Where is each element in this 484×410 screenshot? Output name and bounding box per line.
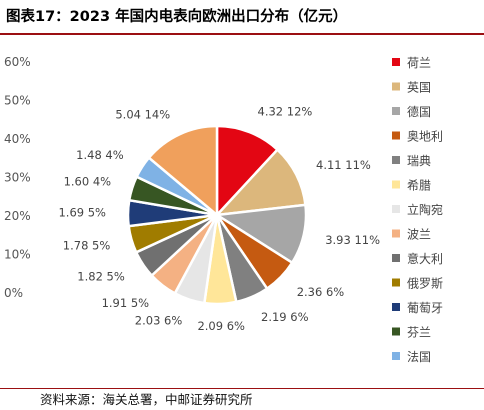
legend-label: 荷兰 bbox=[407, 56, 431, 70]
data-label: 1.82 5% bbox=[77, 270, 125, 284]
legend-label: 立陶宛 bbox=[407, 202, 443, 217]
data-label: 2.03 6% bbox=[135, 313, 183, 327]
legend-swatch bbox=[392, 156, 400, 164]
y-tick-label: 20% bbox=[4, 209, 31, 223]
pie-slices bbox=[126, 124, 308, 306]
legend-swatch bbox=[392, 205, 400, 213]
legend-swatch bbox=[392, 180, 400, 189]
legend-label: 德国 bbox=[407, 104, 431, 119]
legend-swatch bbox=[392, 58, 400, 66]
y-tick-label: 10% bbox=[4, 248, 31, 262]
footer-divider bbox=[0, 388, 484, 389]
legend-label: 俄罗斯 bbox=[407, 277, 443, 291]
data-label: 5.04 14% bbox=[115, 107, 170, 121]
legend-swatch bbox=[392, 82, 400, 91]
pie-slice bbox=[147, 124, 219, 218]
title-divider bbox=[0, 33, 484, 35]
data-label: 1.60 4% bbox=[64, 175, 112, 189]
pie-chart: 60% 50% 40% 30% 20% 10% 0% 4.32 12% 4.11 11% 3.9… bbox=[4, 55, 443, 364]
data-label: 4.11 11% bbox=[316, 158, 371, 172]
legend-swatch bbox=[392, 327, 400, 336]
data-label: 2.36 6% bbox=[297, 285, 345, 299]
data-labels: 4.32 12% 4.11 11% 3.93 11% 2.36 6% 2.19 6% 2.… bbox=[58, 105, 380, 333]
legend-label: 希腊 bbox=[407, 178, 431, 193]
source-note: 资料来源：海关总署，中邮证券研究所 bbox=[40, 392, 253, 407]
data-label: 1.69 5% bbox=[58, 206, 106, 220]
legend-label: 芬兰 bbox=[407, 326, 431, 340]
data-label: 1.48 4% bbox=[76, 148, 124, 162]
legend-label: 法国 bbox=[407, 350, 431, 364]
legend-label: 瑞典 bbox=[407, 154, 431, 168]
legend-label: 意大利 bbox=[407, 251, 443, 266]
data-label: 3.93 11% bbox=[325, 233, 380, 247]
data-label: 2.09 6% bbox=[197, 319, 245, 333]
y-tick-label: 0% bbox=[4, 286, 23, 300]
data-label: 2.19 6% bbox=[261, 310, 309, 324]
legend-swatch bbox=[392, 303, 400, 311]
legend-swatch bbox=[392, 278, 400, 287]
y-axis-ticks: 60% 50% 40% 30% 20% 10% 0% bbox=[4, 55, 31, 300]
y-tick-label: 60% bbox=[4, 55, 31, 69]
chart-title: 图表17：2023 年国内电表向欧洲出口分布（亿元） bbox=[6, 9, 348, 25]
legend-swatch bbox=[392, 352, 400, 360]
legend-label: 英国 bbox=[407, 81, 431, 95]
y-tick-label: 50% bbox=[4, 94, 31, 108]
pie-slice bbox=[215, 124, 280, 219]
legend-label: 奥地利 bbox=[407, 130, 443, 144]
legend-swatch bbox=[392, 254, 400, 262]
legend-swatch bbox=[392, 131, 400, 140]
data-label: 1.91 5% bbox=[102, 296, 150, 310]
legend-label: 波兰 bbox=[407, 228, 431, 242]
legend-swatch bbox=[392, 229, 400, 238]
data-label: 4.32 12% bbox=[258, 105, 313, 119]
legend-label: 葡萄牙 bbox=[407, 301, 443, 315]
y-tick-label: 30% bbox=[4, 171, 31, 185]
data-label: 1.78 5% bbox=[63, 239, 111, 253]
y-tick-label: 40% bbox=[4, 132, 31, 146]
legend-swatch bbox=[392, 107, 400, 115]
